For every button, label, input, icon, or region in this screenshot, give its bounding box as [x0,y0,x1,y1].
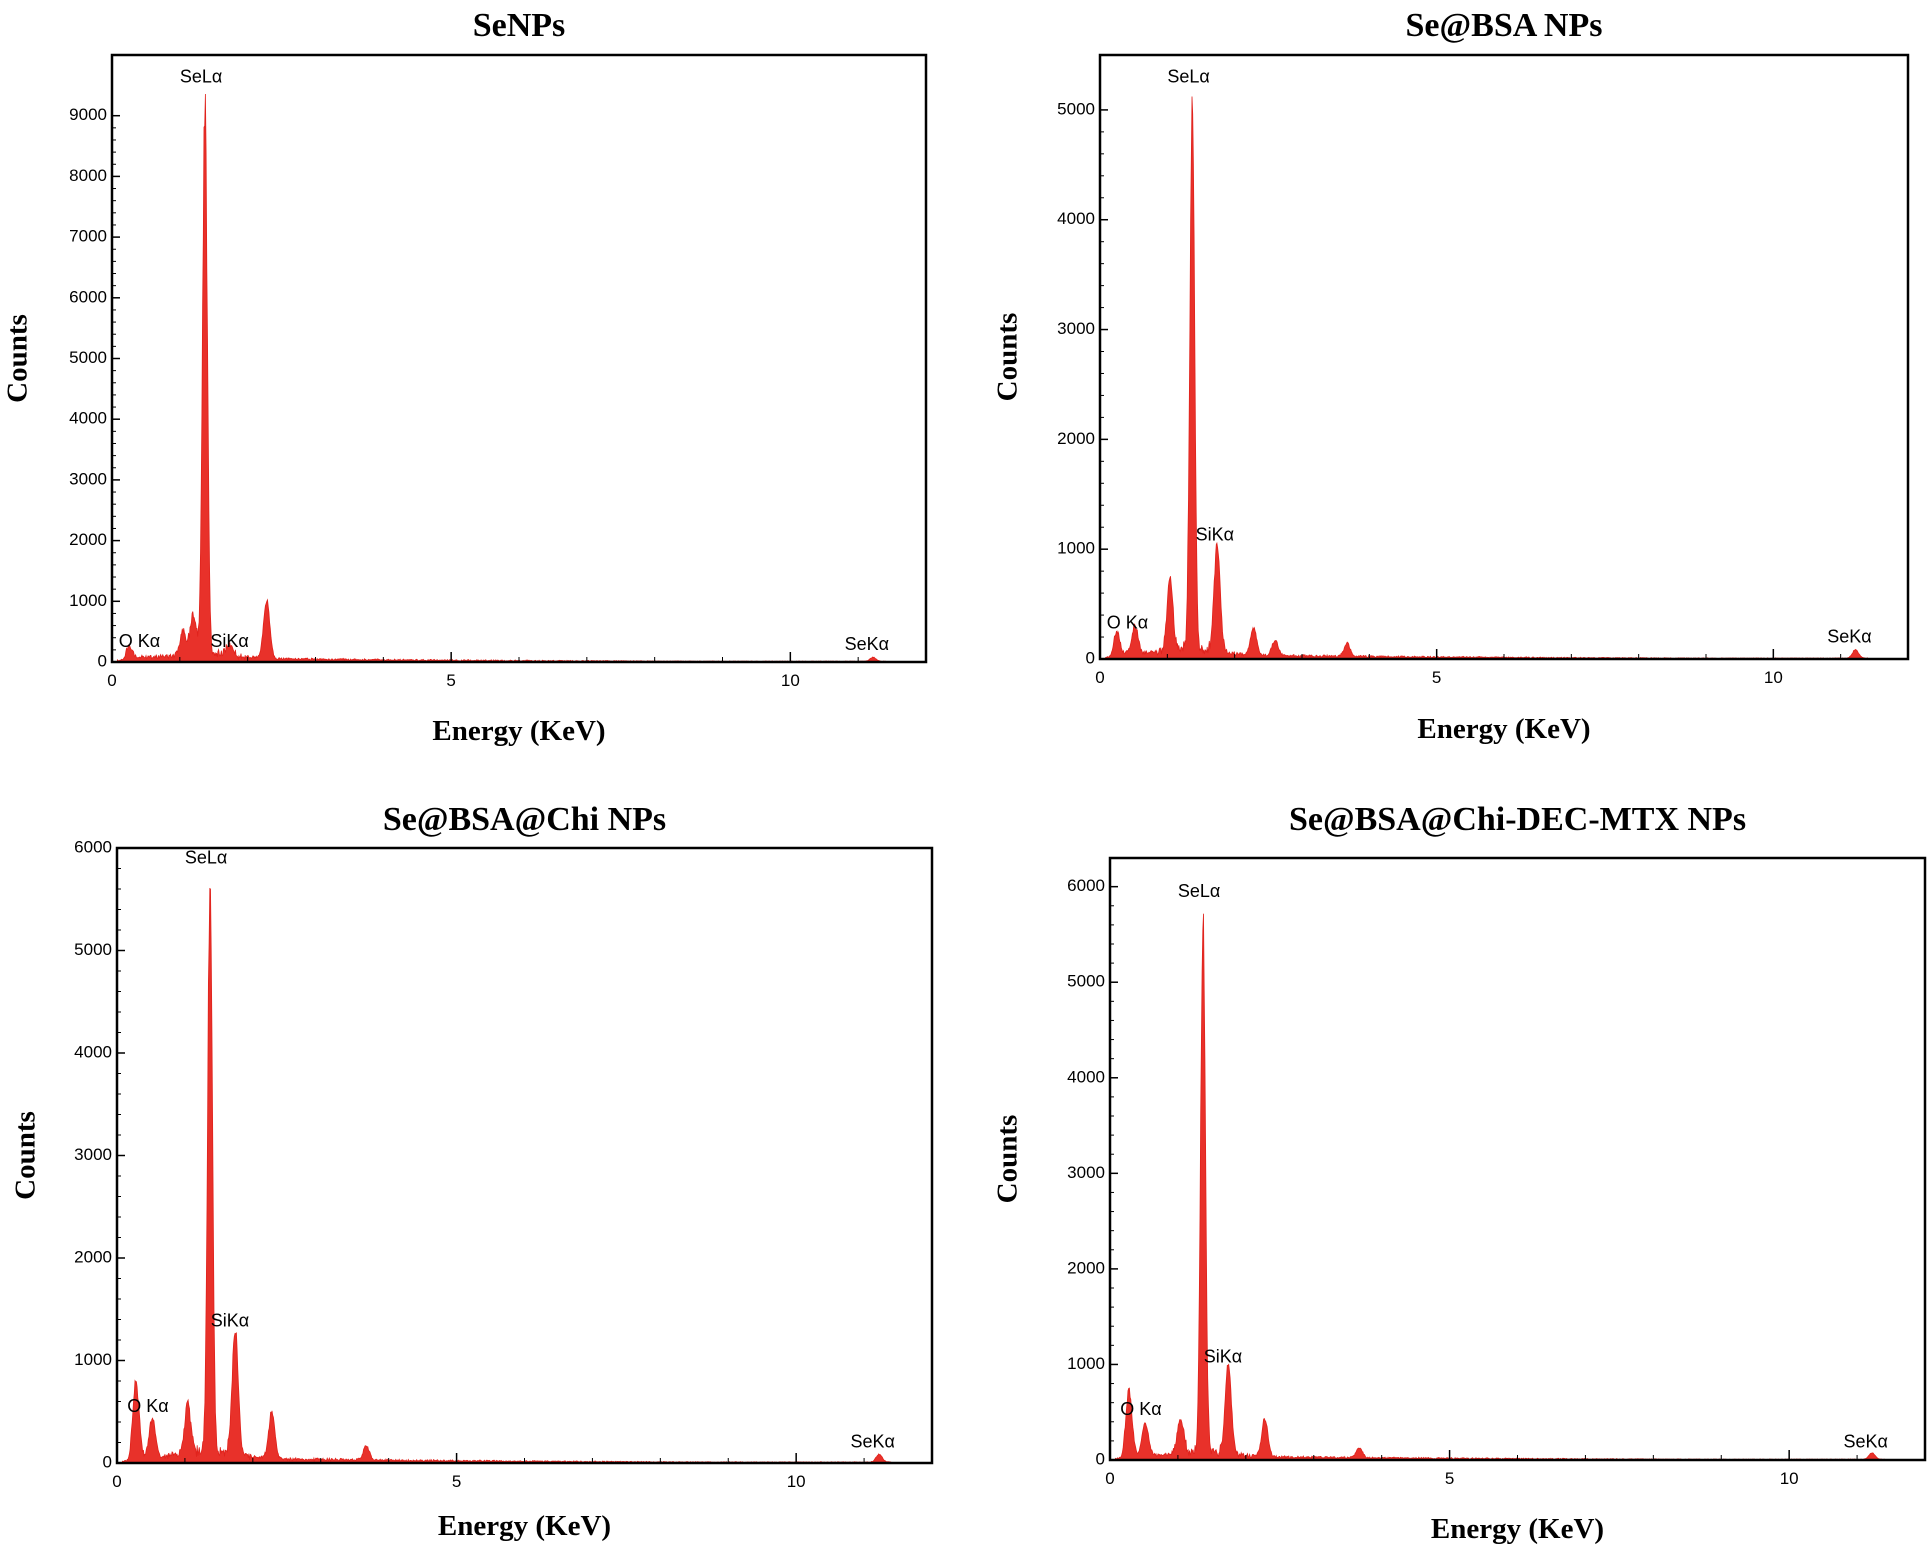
y-tick-label: 5000 [74,940,112,959]
y-tick-label: 0 [98,651,107,670]
y-tick-label: 5000 [69,348,107,367]
x-tick-label: 0 [1105,1469,1114,1488]
y-axis-label: Counts [10,1111,42,1200]
peak-label-o-k: O Kα [119,631,160,651]
spectrum-area [1115,913,1885,1461]
peak-label-sik: SiKα [210,631,248,651]
peak-label-o-k: O Kα [1120,1399,1161,1419]
panel-se-bsa-chi: Se@BSA@Chi NPs 0 1000 2000 3000 4000 5000 6000 0… [10,801,934,1542]
x-axis-label: Energy (KeV) [438,1510,611,1542]
panel-title: SeNPs [473,7,566,44]
y-tick-label: 5000 [1057,99,1095,118]
y-tick-label: 6000 [1067,876,1105,895]
x-tick-label: 5 [1445,1469,1454,1488]
peak-label-sek: SeKα [1844,1432,1888,1452]
panel-title: Se@BSA@Chi NPs [383,801,666,838]
y-tick-label: 1000 [1067,1354,1105,1373]
plot-frame [115,846,934,1465]
y-tick-label: 0 [1086,648,1095,667]
peak-label-sek: SeKα [845,634,889,654]
peak-label-sik: SiKα [1196,524,1234,544]
spectrum-area [122,887,892,1464]
x-tick-label: 10 [1764,668,1783,687]
y-tick-label: 0 [1096,1449,1105,1468]
x-tick-label: 0 [112,1472,121,1491]
spectrum-area [117,93,886,663]
x-axis-label: Energy (KeV) [432,715,605,747]
y-tick-label: 5000 [1067,972,1105,991]
y-tick-label: 0 [103,1452,112,1471]
y-tick-label: 1000 [69,591,107,610]
y-tick-label: 3000 [1067,1163,1105,1182]
plot-frame [1108,856,1927,1462]
panel-title: Se@BSA@Chi-DEC-MTX NPs [1289,801,1746,838]
y-tick-label: 4000 [69,409,107,428]
y-tick-label: 6000 [74,837,112,856]
y-tick-label: 7000 [69,227,107,246]
peak-label-sel: SeLα [1167,66,1209,86]
peak-label-o-k: O Kα [127,1396,168,1416]
y-axis-label: Counts [992,313,1024,402]
y-tick-label: 4000 [1067,1067,1105,1086]
peak-label-sik: SiKα [1204,1347,1242,1367]
peak-label-sel: SeLα [185,847,227,867]
peak-label-sik: SiKα [211,1311,249,1331]
y-tick-label: 9000 [69,105,107,124]
y-tick-label: 2000 [69,530,107,549]
y-axis-label: Counts [992,1115,1024,1204]
y-tick-label: 2000 [1067,1258,1105,1277]
panel-se-bsa-chi-dec-mtx: Se@BSA@Chi-DEC-MTX NPs 0 1000 2000 3000 4000 5… [992,801,1927,1545]
x-tick-label: 5 [1432,668,1441,687]
x-axis-label: Energy (KeV) [1417,713,1590,745]
x-axis-label: Energy (KeV) [1431,1513,1604,1545]
plot-frame [1098,53,1910,661]
y-tick-label: 1000 [74,1350,112,1369]
x-tick-label: 10 [787,1472,806,1491]
y-tick-label: 3000 [69,469,107,488]
x-tick-label: 0 [107,671,116,690]
panel-senps: SeNPs 0 1000 2000 3000 4000 5000 6000 7000 8000 90… [2,7,928,747]
peak-label-o-k: O Kα [1107,612,1148,632]
y-tick-label: 8000 [69,166,107,185]
peak-label-sel: SeLα [1178,881,1220,901]
y-tick-label: 1000 [1057,539,1095,558]
y-tick-label: 6000 [69,287,107,306]
panel-title: Se@BSA NPs [1406,7,1603,44]
spectrum-area [1105,96,1868,660]
panel-se-bsa: Se@BSA NPs 0 1000 2000 3000 4000 5000 0 5 10 Energ… [992,7,1910,745]
x-tick-label: 0 [1095,668,1104,687]
peak-label-sek: SeKα [1827,627,1871,647]
y-tick-label: 3000 [74,1145,112,1164]
x-tick-label: 5 [446,671,455,690]
y-tick-label: 3000 [1057,319,1095,338]
x-tick-label: 10 [781,671,800,690]
x-tick-label: 5 [452,1472,461,1491]
y-tick-label: 4000 [1057,209,1095,228]
y-tick-label: 2000 [74,1247,112,1266]
y-tick-label: 4000 [74,1042,112,1061]
peak-label-sek: SeKα [851,1432,895,1452]
y-axis-label: Counts [2,314,34,403]
peak-label-sel: SeLα [180,66,222,86]
plot-frame [110,53,928,664]
x-tick-label: 10 [1780,1469,1799,1488]
y-tick-label: 2000 [1057,429,1095,448]
